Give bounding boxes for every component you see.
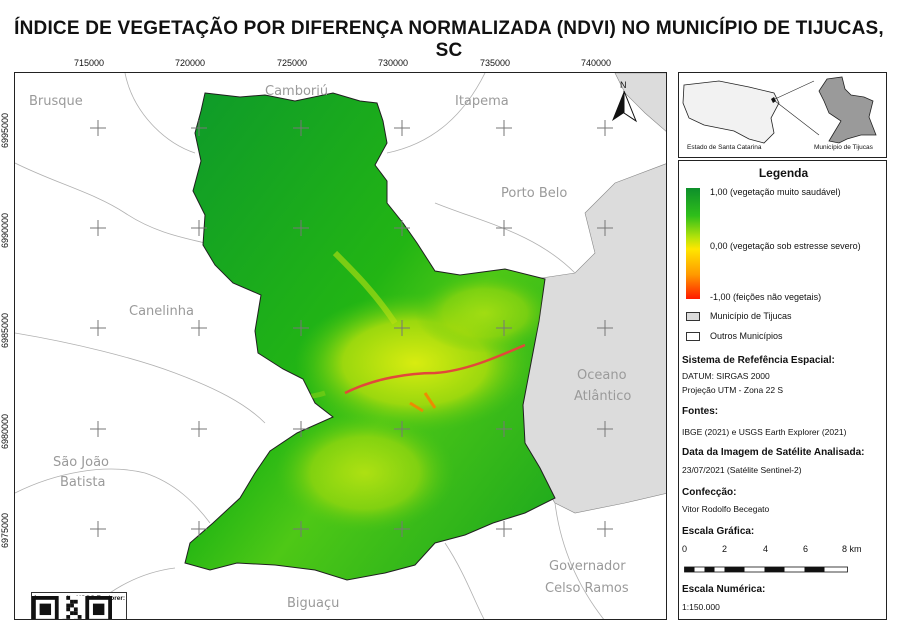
tijucas-ndvi-area <box>184 92 556 581</box>
ocean-area <box>614 73 666 132</box>
x-tick-label: 740000 <box>581 58 612 68</box>
author-text: Vitor Rodolfo Becegato <box>682 504 770 514</box>
scale-heading: Escala Gráfica: <box>682 526 755 537</box>
swatch-white <box>686 331 700 341</box>
scale-tick: 8 km <box>842 544 862 554</box>
crs-heading: Sistema de Refefência Espacial: <box>682 355 835 366</box>
legend-label: Outros Municípios <box>710 331 783 341</box>
projection-text: Projeção UTM - Zona 22 S <box>682 385 784 395</box>
x-tick-label: 730000 <box>378 58 409 68</box>
y-tick-label: 6995000 <box>0 112 10 148</box>
place-label: Porto Belo <box>501 186 567 201</box>
datum-text: DATUM: SIRGAS 2000 <box>682 371 770 381</box>
locator-map: Estado de Santa Catarina Município de Ti… <box>678 72 887 158</box>
map-title: ÍNDICE DE VEGETAÇÃO POR DIFERENÇA NORMAL… <box>14 18 884 61</box>
date-text: 23/07/2021 (Satélite Sentinel-2) <box>682 465 802 475</box>
y-tick-label: 6985000 <box>0 312 10 348</box>
place-label: Brusque <box>29 94 83 109</box>
map-frame[interactable]: Brusque Camboriú Itapema Porto Belo Cane… <box>14 72 667 620</box>
place-label: Camboriú <box>265 84 328 99</box>
santa-catarina-outline <box>682 76 877 144</box>
scale-tick: 0 <box>682 544 688 554</box>
place-label: São João <box>53 455 109 470</box>
place-label: Atlântico <box>574 389 631 404</box>
ocean-area <box>519 163 666 514</box>
scale-tick: 6 <box>803 544 809 554</box>
y-tick-label: 6990000 <box>0 212 10 248</box>
municipality-caption: Município de Tijucas <box>814 144 873 151</box>
tijucas-locator-shape <box>818 76 877 144</box>
sources-text: IBGE (2021) e USGS Earth Explorer (2021) <box>682 427 847 437</box>
author-heading: Confecção: <box>682 487 737 498</box>
place-label: Celso Ramos <box>545 581 629 596</box>
place-label: Governador <box>549 559 626 574</box>
ramp-label-high: 1,00 (vegetação muito saudável) <box>710 187 841 197</box>
numeric-scale-heading: Escala Numérica: <box>682 584 766 595</box>
x-tick-label: 725000 <box>277 58 308 68</box>
qr-code-icon[interactable] <box>32 596 112 620</box>
place-label: Itapema <box>455 94 509 109</box>
scale-tick: 2 <box>722 544 728 554</box>
place-label: Batista <box>60 475 105 490</box>
x-tick-label: 720000 <box>175 58 206 68</box>
usgs-qr-panel[interactable]: Acesse o site USGS Explorer: <box>31 592 127 620</box>
north-arrow-icon: N <box>612 80 638 123</box>
scale-bar <box>684 566 848 573</box>
swatch-gray <box>686 311 700 321</box>
numeric-scale-text: 1:150.000 <box>682 602 720 612</box>
ndvi-map: Brusque Camboriú Itapema Porto Belo Cane… <box>15 73 666 619</box>
legend-label: Município de Tijucas <box>710 311 792 321</box>
ramp-label-mid: 0,00 (vegetação sob estresse severo) <box>710 241 861 251</box>
x-tick-label: 715000 <box>74 58 105 68</box>
date-heading: Data da Imagem de Satélite Analisada: <box>682 447 865 458</box>
y-tick-label: 6975000 <box>0 512 10 548</box>
place-label: Oceano <box>577 368 627 383</box>
place-label: Biguaçu <box>287 596 339 611</box>
y-tick-label: 6980000 <box>0 413 10 449</box>
sources-heading: Fontes: <box>682 406 719 417</box>
municipal-boundaries <box>15 73 604 619</box>
north-label: N <box>620 80 627 90</box>
state-caption: Estado de Santa Catarina <box>687 144 762 151</box>
ndvi-color-ramp <box>686 188 700 299</box>
place-label: Canelinha <box>129 304 194 319</box>
coordinate-grid <box>90 120 613 537</box>
legend-panel: Legenda 1,00 (vegetação muito saudável) … <box>678 160 887 620</box>
legend-item-tijucas: Município de Tijucas <box>686 311 792 321</box>
x-tick-label: 735000 <box>480 58 511 68</box>
ramp-label-low: -1,00 (feições não vegetais) <box>710 292 822 302</box>
scale-tick: 4 <box>763 544 769 554</box>
tijucas-locator-mark <box>771 97 776 103</box>
legend-item-others: Outros Municípios <box>686 331 783 341</box>
legend-title: Legenda <box>758 166 809 180</box>
